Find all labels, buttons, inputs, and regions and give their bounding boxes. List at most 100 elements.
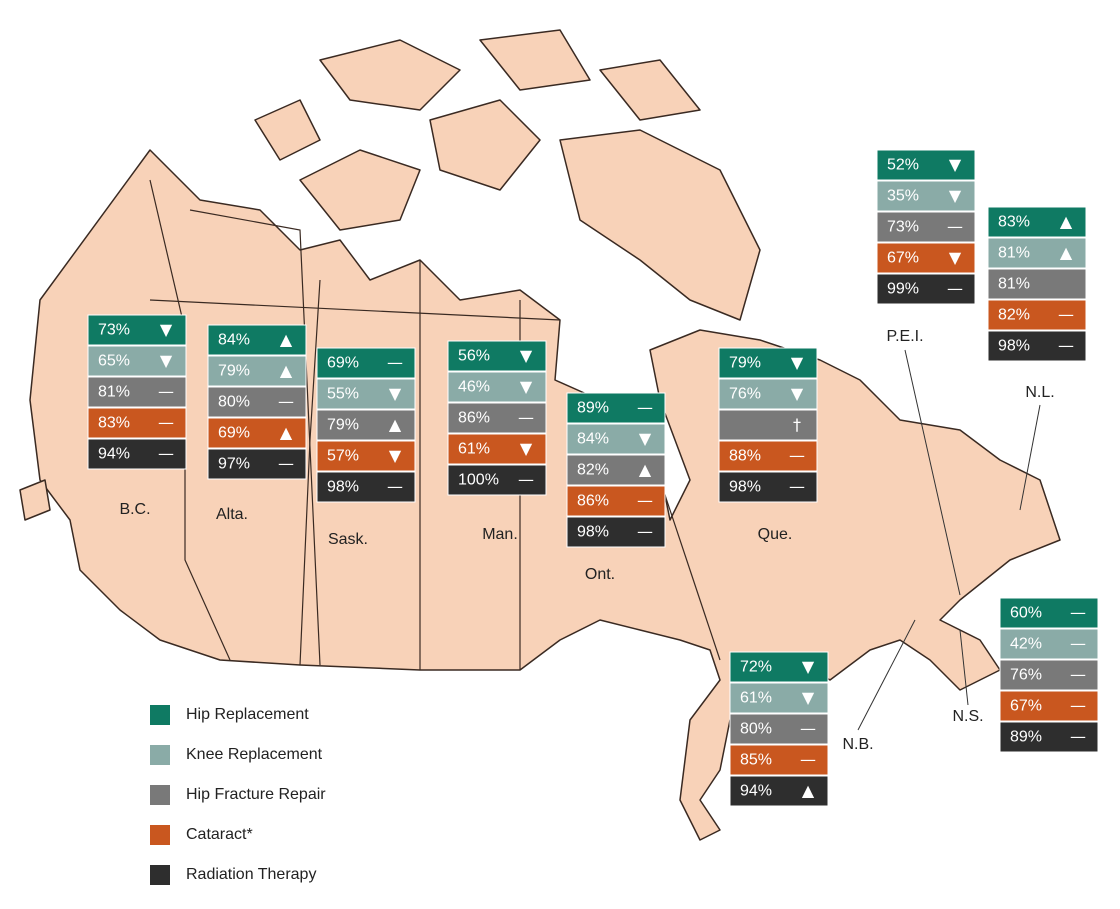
leader-line <box>857 619 916 731</box>
metric-value: 61% <box>740 690 772 707</box>
legend-swatch <box>150 865 170 885</box>
trend-symbol: ▼ <box>791 384 804 403</box>
metric-value: 98% <box>998 338 1030 355</box>
metric-cell <box>447 433 547 465</box>
trend-symbol: ▼ <box>949 155 962 174</box>
metric-value: 79% <box>218 363 250 380</box>
trend-symbol: ▲ <box>1060 243 1073 262</box>
metric-value: 98% <box>729 479 761 496</box>
province-label: Ont. <box>585 566 615 583</box>
trend-symbol: — <box>637 398 653 417</box>
trend-symbol: — <box>278 392 294 411</box>
metric-value: 52% <box>887 157 919 174</box>
legend-label: Hip Replacement <box>186 706 309 723</box>
metric-value: 84% <box>218 332 250 349</box>
metric-cell <box>447 340 547 372</box>
legend-swatch <box>150 785 170 805</box>
metric-value: 89% <box>577 400 609 417</box>
metric-value: 83% <box>98 415 130 432</box>
metric-value: 82% <box>998 307 1030 324</box>
metric-value: 99% <box>887 281 919 298</box>
metric-cell <box>566 454 666 486</box>
metric-value: 57% <box>327 448 359 465</box>
province-box: 79% ▼ 76% ▼ † 88% — 98% — <box>718 347 818 503</box>
metric-value: 67% <box>887 250 919 267</box>
metric-cell <box>207 386 307 418</box>
legend-swatch <box>150 705 170 725</box>
metric-cell <box>999 690 1099 722</box>
trend-symbol: ▼ <box>949 186 962 205</box>
metric-value: 94% <box>98 446 130 463</box>
metric-cell <box>729 744 829 776</box>
metric-cell <box>207 417 307 449</box>
province-box: 56% ▼ 46% ▼ 86% — 61% ▼ 100% — <box>447 340 547 496</box>
metric-value: 98% <box>327 479 359 496</box>
metric-value: 88% <box>729 448 761 465</box>
metric-cell <box>999 659 1099 691</box>
trend-symbol: ▼ <box>160 351 173 370</box>
province-label: N.B. <box>842 736 873 753</box>
trend-symbol: — <box>278 454 294 473</box>
metric-cell <box>729 775 829 807</box>
metric-cell <box>566 423 666 455</box>
metric-cell <box>316 378 416 410</box>
trend-symbol: — <box>158 413 174 432</box>
trend-symbol: ▲ <box>1060 212 1073 231</box>
metric-value: 60% <box>1010 605 1042 622</box>
metric-cell <box>316 471 416 503</box>
metric-value: 67% <box>1010 698 1042 715</box>
trend-symbol: ▼ <box>520 346 533 365</box>
trend-symbol: ▼ <box>791 353 804 372</box>
metric-cell <box>729 651 829 683</box>
trend-symbol: — <box>387 353 403 372</box>
metric-cell <box>718 409 818 441</box>
legend-label: Hip Fracture Repair <box>186 786 326 803</box>
trend-symbol: — <box>518 470 534 489</box>
metric-value: 69% <box>218 425 250 442</box>
province-label: B.C. <box>119 501 150 518</box>
trend-symbol: ▼ <box>389 384 402 403</box>
metric-value: 80% <box>740 721 772 738</box>
metric-cell <box>987 237 1087 269</box>
metric-cell <box>718 471 818 503</box>
trend-symbol: ▼ <box>520 377 533 396</box>
metric-cell <box>876 211 976 243</box>
trend-symbol: ▼ <box>639 429 652 448</box>
metric-cell <box>207 448 307 480</box>
metric-cell <box>566 516 666 548</box>
metric-cell <box>718 440 818 472</box>
metric-cell <box>316 409 416 441</box>
legend-label: Radiation Therapy <box>186 866 316 883</box>
metric-cell <box>876 273 976 305</box>
metric-value: 86% <box>577 493 609 510</box>
metric-cell <box>876 180 976 212</box>
trend-symbol: ▼ <box>949 248 962 267</box>
metric-value: 81% <box>998 245 1030 262</box>
metric-value: 100% <box>458 472 499 489</box>
province-label: N.L. <box>1025 384 1054 401</box>
province-label: N.S. <box>952 708 983 725</box>
metric-value: 73% <box>98 322 130 339</box>
trend-symbol: — <box>637 522 653 541</box>
province-label: Sask. <box>328 531 368 548</box>
trend-symbol: — <box>1070 665 1086 684</box>
trend-symbol: — <box>947 217 963 236</box>
province-label: Que. <box>758 526 793 543</box>
metric-cell <box>316 347 416 379</box>
leader-line <box>904 349 961 596</box>
metric-cell <box>999 628 1099 660</box>
trend-symbol: ▼ <box>802 688 815 707</box>
metric-value: 35% <box>887 188 919 205</box>
trend-symbol: — <box>158 382 174 401</box>
trend-symbol: — <box>789 446 805 465</box>
trend-symbol: — <box>1070 603 1086 622</box>
province-box: 84% ▲ 79% ▲ 80% — 69% ▲ 97% — <box>207 324 307 480</box>
trend-symbol: — <box>158 444 174 463</box>
metric-value: 94% <box>740 783 772 800</box>
metric-value: 81% <box>998 276 1030 293</box>
trend-symbol: — <box>387 477 403 496</box>
province-box: 52% ▼ 35% ▼ 73% — 67% ▼ 99% — <box>876 149 976 305</box>
province-box: 89% — 84% ▼ 82% ▲ 86% — 98% — <box>566 392 666 548</box>
legend-label: Cataract* <box>186 826 253 843</box>
metric-value: 76% <box>1010 667 1042 684</box>
